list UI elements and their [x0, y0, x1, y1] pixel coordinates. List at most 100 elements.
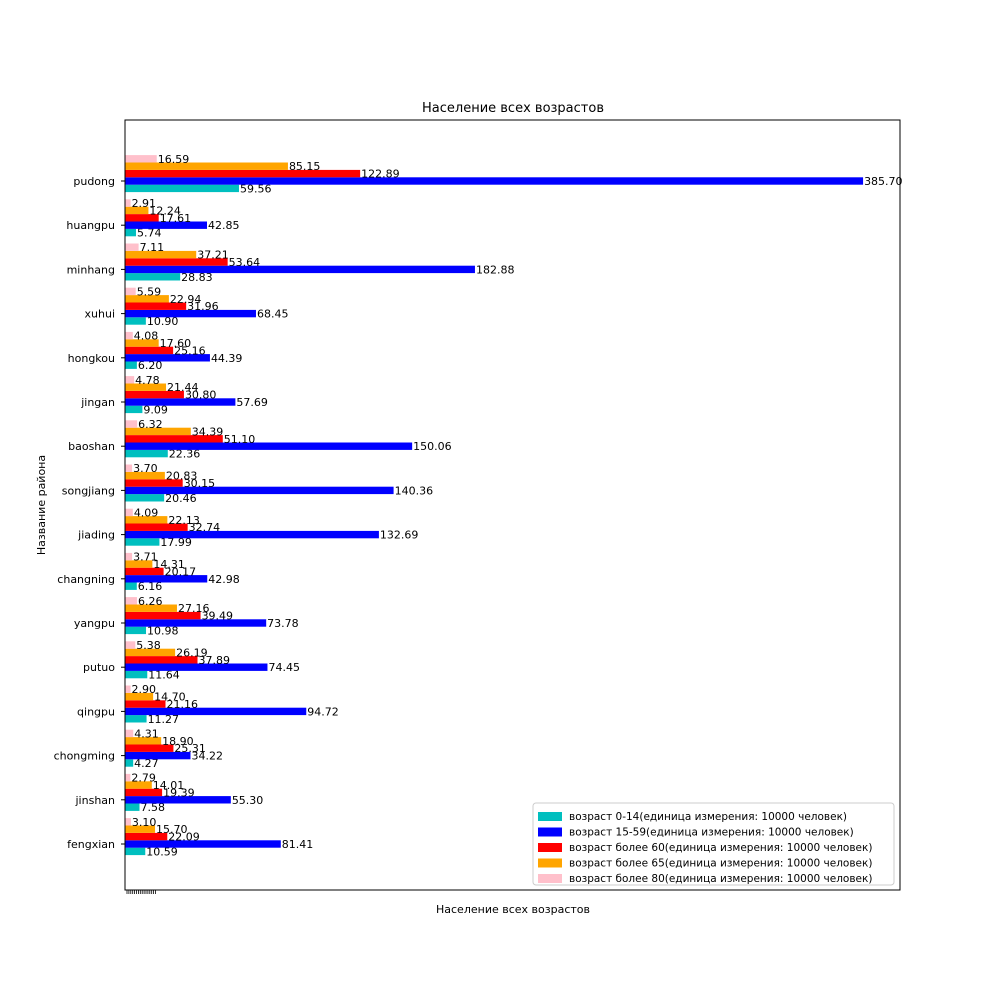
bar: [125, 530, 379, 539]
bar-value-label: 68.45: [257, 308, 289, 321]
bar: [125, 206, 149, 215]
y-tick-label: qingpu: [77, 705, 115, 718]
y-tick-label: hongkou: [68, 352, 115, 365]
bar-value-label: 5.59: [137, 285, 162, 298]
bar-value-label: 10.98: [147, 624, 179, 637]
bar-value-label: 5.74: [137, 227, 162, 240]
bar-value-label: 18.90: [162, 735, 194, 748]
bar-value-label: 21.16: [166, 698, 198, 711]
y-tick-label: huangpu: [66, 219, 115, 232]
bar-value-label: 85.15: [289, 160, 321, 173]
bar-value-label: 122.89: [361, 168, 400, 181]
legend-swatch: [538, 874, 562, 883]
bar-value-label: 42.85: [208, 219, 240, 232]
bar: [125, 376, 135, 384]
bar: [125, 346, 174, 355]
bar-value-label: 17.61: [160, 212, 192, 225]
bar: [125, 663, 268, 671]
bar-value-label: 30.15: [184, 477, 216, 490]
bar-value-label: 34.22: [191, 750, 223, 763]
bar-value-label: 132.69: [380, 529, 419, 542]
bar-value-label: 140.36: [395, 484, 434, 497]
plot-frame: [124, 119, 901, 891]
bar: [125, 626, 147, 635]
legend-entry: возраст более 80(единица измерения: 1000…: [569, 873, 872, 885]
bar: [125, 199, 131, 207]
bar: [125, 221, 207, 229]
bar: [125, 361, 137, 369]
bar: [125, 449, 168, 458]
bar: [125, 317, 146, 325]
bar: [125, 523, 188, 531]
bar-value-label: 14.70: [154, 691, 186, 704]
bar: [125, 788, 163, 797]
bar-value-label: 37.21: [197, 249, 229, 262]
bar: [125, 516, 168, 524]
y-tick-label: pudong: [73, 175, 115, 188]
bar-value-label: 3.10: [132, 816, 157, 829]
bar-value-label: 150.06: [413, 440, 452, 453]
bar-value-label: 55.30: [232, 794, 264, 807]
bar-value-label: 385.70: [864, 175, 903, 188]
y-tick-label: jiading: [77, 529, 115, 542]
bar: [125, 331, 133, 340]
bar: [125, 715, 147, 723]
bar-value-label: 20.17: [165, 565, 197, 578]
bar: [125, 309, 256, 318]
bar-value-label: 2.79: [131, 772, 156, 785]
bar-value-label: 32.74: [189, 521, 221, 534]
bar-value-label: 2.90: [132, 683, 157, 696]
bar-value-label: 42.98: [208, 573, 240, 586]
bar-value-label: 4.78: [135, 374, 160, 387]
bar: [125, 832, 168, 841]
bar: [125, 729, 134, 738]
bar: [125, 479, 183, 487]
bar-value-label: 37.89: [199, 654, 231, 667]
bar: [125, 582, 137, 590]
bar: [125, 214, 159, 222]
bar-value-label: 22.36: [169, 448, 201, 461]
bar: [125, 538, 160, 546]
bar: [125, 611, 201, 620]
bar: [125, 803, 140, 811]
bar: [125, 398, 236, 406]
bar-value-label: 4.31: [134, 727, 159, 740]
bar-value-label: 27.16: [178, 602, 210, 615]
bar: [125, 700, 166, 708]
bar-value-label: 11.64: [148, 669, 180, 682]
bar: [125, 442, 413, 450]
bar-value-label: 34.39: [192, 425, 224, 438]
bar: [125, 796, 231, 804]
bar: [125, 773, 131, 782]
bar-value-label: 14.31: [153, 558, 185, 571]
bar-value-label: 4.27: [134, 757, 159, 770]
legend-swatch: [538, 827, 562, 837]
bar: [125, 383, 167, 391]
bar-value-label: 2.91: [132, 197, 157, 210]
bar-value-label: 51.10: [224, 433, 256, 446]
bar: [125, 552, 133, 561]
bar: [125, 258, 228, 266]
bar-value-label: 3.71: [133, 551, 158, 564]
bar-value-label: 21.44: [167, 381, 199, 394]
y-tick-label: songjiang: [62, 484, 115, 497]
bar-value-label: 20.46: [165, 492, 197, 505]
bar-value-label: 182.88: [476, 263, 515, 276]
x-axis-label: Население всех возрастов: [436, 903, 590, 916]
legend-entry: возраст более 60(единица измерения: 1000…: [569, 842, 872, 854]
bar-value-label: 9.09: [143, 403, 168, 416]
bar: [125, 759, 134, 767]
bar: [125, 744, 174, 752]
bar-value-label: 22.09: [168, 831, 200, 844]
bar: [125, 567, 164, 576]
bar: [125, 435, 223, 443]
bar-value-label: 10.90: [147, 315, 179, 328]
bar-value-label: 19.39: [163, 786, 195, 799]
bar: [125, 177, 864, 185]
bar: [125, 751, 191, 760]
bar: [125, 169, 361, 178]
bar-value-label: 22.13: [168, 514, 200, 527]
bar: [125, 508, 133, 517]
y-tick-label: chongming: [54, 750, 115, 763]
